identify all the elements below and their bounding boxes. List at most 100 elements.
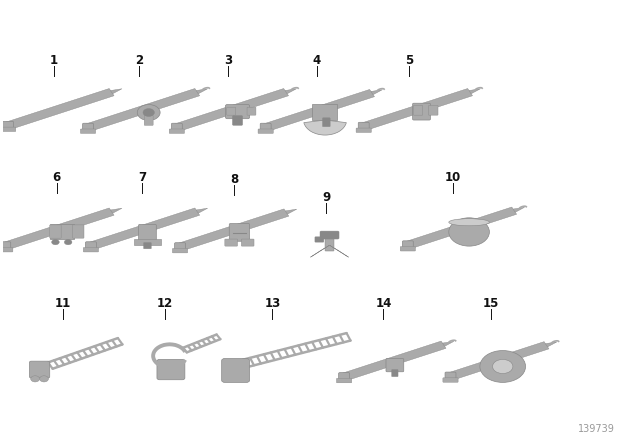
FancyBboxPatch shape (337, 379, 352, 383)
Text: 5: 5 (404, 54, 413, 67)
FancyBboxPatch shape (175, 243, 186, 251)
Text: 6: 6 (52, 171, 61, 184)
FancyBboxPatch shape (241, 239, 254, 246)
FancyBboxPatch shape (386, 358, 404, 372)
Polygon shape (88, 208, 200, 250)
Polygon shape (86, 89, 200, 131)
Polygon shape (196, 208, 207, 213)
Polygon shape (175, 89, 289, 131)
FancyBboxPatch shape (50, 224, 74, 239)
Polygon shape (405, 207, 516, 249)
FancyBboxPatch shape (320, 231, 339, 239)
FancyBboxPatch shape (403, 241, 413, 250)
Polygon shape (196, 89, 207, 94)
Polygon shape (263, 90, 374, 131)
Polygon shape (371, 90, 382, 95)
FancyBboxPatch shape (445, 372, 456, 381)
FancyBboxPatch shape (325, 236, 334, 251)
FancyBboxPatch shape (0, 242, 11, 250)
FancyBboxPatch shape (172, 123, 182, 132)
Polygon shape (111, 208, 122, 213)
FancyBboxPatch shape (392, 370, 398, 377)
Text: 13: 13 (264, 297, 280, 310)
Circle shape (449, 218, 490, 246)
FancyBboxPatch shape (221, 358, 250, 383)
FancyBboxPatch shape (229, 224, 250, 241)
Circle shape (64, 240, 72, 245)
FancyBboxPatch shape (443, 378, 458, 382)
Text: 4: 4 (313, 54, 321, 67)
FancyBboxPatch shape (356, 128, 371, 133)
Polygon shape (442, 341, 454, 346)
FancyBboxPatch shape (3, 121, 13, 130)
FancyBboxPatch shape (260, 123, 271, 132)
FancyBboxPatch shape (86, 242, 97, 250)
Text: 11: 11 (55, 297, 71, 310)
Circle shape (493, 359, 513, 374)
Polygon shape (6, 89, 114, 129)
Polygon shape (513, 207, 525, 212)
FancyBboxPatch shape (323, 118, 330, 127)
Polygon shape (545, 342, 557, 347)
FancyBboxPatch shape (172, 249, 188, 253)
Text: 8: 8 (230, 173, 239, 186)
FancyBboxPatch shape (157, 359, 185, 380)
Circle shape (52, 240, 60, 245)
Text: 15: 15 (483, 297, 499, 310)
Text: 7: 7 (138, 171, 147, 184)
FancyBboxPatch shape (29, 361, 50, 378)
Text: 9: 9 (322, 191, 330, 204)
FancyBboxPatch shape (143, 242, 151, 249)
Polygon shape (362, 89, 472, 130)
Text: 3: 3 (224, 54, 232, 67)
Circle shape (143, 108, 154, 116)
FancyBboxPatch shape (358, 122, 369, 131)
Text: 139739: 139739 (578, 424, 615, 434)
FancyBboxPatch shape (247, 107, 256, 115)
FancyBboxPatch shape (0, 247, 13, 252)
FancyBboxPatch shape (429, 105, 438, 115)
Polygon shape (111, 89, 122, 94)
FancyBboxPatch shape (413, 105, 423, 115)
Polygon shape (448, 342, 549, 380)
Ellipse shape (449, 219, 490, 226)
FancyBboxPatch shape (1, 127, 16, 132)
FancyBboxPatch shape (339, 373, 349, 382)
Polygon shape (330, 245, 349, 257)
FancyBboxPatch shape (227, 107, 236, 115)
Circle shape (138, 104, 160, 121)
Circle shape (40, 376, 49, 382)
FancyBboxPatch shape (134, 239, 161, 245)
Polygon shape (285, 89, 296, 94)
Text: 12: 12 (156, 297, 173, 310)
Polygon shape (285, 209, 297, 214)
Circle shape (480, 350, 525, 383)
FancyBboxPatch shape (400, 246, 415, 251)
FancyBboxPatch shape (138, 224, 156, 243)
FancyBboxPatch shape (225, 239, 237, 246)
FancyBboxPatch shape (81, 129, 95, 134)
FancyBboxPatch shape (144, 116, 153, 125)
Polygon shape (178, 209, 289, 251)
Polygon shape (3, 208, 114, 250)
Text: 10: 10 (445, 171, 461, 184)
Polygon shape (342, 341, 446, 381)
Polygon shape (469, 89, 481, 94)
FancyBboxPatch shape (50, 225, 61, 238)
FancyBboxPatch shape (315, 237, 324, 242)
FancyBboxPatch shape (312, 103, 337, 120)
FancyBboxPatch shape (83, 123, 93, 132)
Circle shape (31, 376, 40, 382)
Polygon shape (310, 245, 330, 257)
FancyBboxPatch shape (232, 116, 243, 125)
FancyBboxPatch shape (258, 129, 273, 134)
Text: 14: 14 (375, 297, 392, 310)
FancyBboxPatch shape (83, 247, 99, 252)
Wedge shape (304, 120, 346, 135)
FancyBboxPatch shape (225, 104, 250, 119)
FancyBboxPatch shape (169, 129, 184, 134)
Text: 1: 1 (49, 54, 58, 67)
Text: 2: 2 (135, 54, 143, 67)
FancyBboxPatch shape (413, 103, 430, 120)
FancyBboxPatch shape (72, 225, 84, 238)
